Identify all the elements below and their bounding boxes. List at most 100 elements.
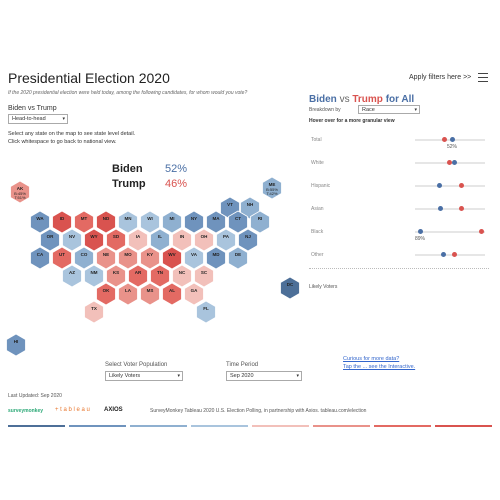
state-hex-co[interactable]: CO xyxy=(74,246,94,270)
state-hex-fl[interactable]: FL xyxy=(196,300,216,324)
time-dropdown[interactable]: Sep 2020 ▾ xyxy=(226,371,302,381)
state-hex-mt[interactable]: MT xyxy=(74,210,94,234)
trump-dot[interactable] xyxy=(459,206,464,211)
apply-filters-link[interactable]: Apply filters here >> xyxy=(409,74,472,81)
state-hex-ia[interactable]: IA xyxy=(128,228,148,252)
state-hex-nj[interactable]: NJ xyxy=(238,228,258,252)
state-abbr: UT xyxy=(59,252,65,257)
state-biden-pct: B:55% xyxy=(266,187,278,192)
state-abbr: SC xyxy=(201,270,208,275)
state-hex-ak[interactable]: AKB:45%T:51% xyxy=(10,180,30,204)
state-abbr: IN xyxy=(180,234,185,239)
state-hex-ok[interactable]: OK xyxy=(96,282,116,306)
state-hex-wv[interactable]: WV xyxy=(162,246,182,270)
state-hex-ny[interactable]: NY xyxy=(184,210,204,234)
state-hex-ga[interactable]: GA xyxy=(184,282,204,306)
more-data-link[interactable]: Curious for more data? xyxy=(343,356,400,362)
state-hex-md[interactable]: MD xyxy=(206,246,226,270)
stripe-segment xyxy=(8,425,65,427)
state-hex-de[interactable]: DE xyxy=(228,246,248,270)
state-biden-pct: B:45% xyxy=(14,191,26,196)
state-hex-tx[interactable]: TX xyxy=(84,300,104,324)
state-abbr: NE xyxy=(103,252,109,257)
state-hex-nm[interactable]: NM xyxy=(84,264,104,288)
matchup-dropdown[interactable]: Head-to-head ▾ xyxy=(8,114,68,124)
state-hex-ca[interactable]: CA xyxy=(30,246,50,270)
breakdown-title: Biden vs Trump for All xyxy=(309,94,414,105)
state-hex-ne[interactable]: NE xyxy=(96,246,116,270)
state-hex-va[interactable]: VA xyxy=(184,246,204,270)
filter-label: Biden vs Trump xyxy=(8,105,57,112)
state-hex-ut[interactable]: UT xyxy=(52,246,72,270)
voter-pop-dropdown[interactable]: Likely Voters ▾ xyxy=(105,371,183,381)
state-hex-ks[interactable]: KS xyxy=(106,264,126,288)
breakdown-row-label: Other xyxy=(311,252,324,258)
state-abbr: VA xyxy=(191,252,198,257)
state-hex-in[interactable]: IN xyxy=(172,228,192,252)
interactive-link[interactable]: Tap the ... see the Interactive. xyxy=(343,364,416,370)
state-hex-ar[interactable]: AR xyxy=(128,264,148,288)
state-hex-id[interactable]: ID xyxy=(52,210,72,234)
breakdown-dropdown[interactable]: Race ▾ xyxy=(358,105,420,114)
state-hex-wi[interactable]: WI xyxy=(140,210,160,234)
voter-pop-label: Select Voter Population xyxy=(105,362,168,368)
state-hex-sc[interactable]: SC xyxy=(194,264,214,288)
state-hex-ri[interactable]: RI xyxy=(250,210,270,234)
biden-row-pct: 89% xyxy=(415,236,426,242)
last-updated: Last Updated: Sep 2020 xyxy=(8,393,62,399)
state-abbr: NJ xyxy=(245,234,251,239)
biden-dot[interactable] xyxy=(452,160,457,165)
state-hex-la[interactable]: LA xyxy=(118,282,138,306)
state-hex-wy[interactable]: WY xyxy=(84,228,104,252)
state-trump-pct: T:51% xyxy=(14,195,26,200)
trump-dot[interactable] xyxy=(447,160,452,165)
state-abbr: ID xyxy=(60,216,65,221)
state-hex-ky[interactable]: KY xyxy=(140,246,160,270)
biden-dot[interactable] xyxy=(437,183,442,188)
state-hex-dc[interactable]: DC xyxy=(280,276,300,300)
state-hex-mi[interactable]: MI xyxy=(162,210,182,234)
biden-dot[interactable] xyxy=(450,137,455,142)
state-hex-az[interactable]: AZ xyxy=(62,264,82,288)
trump-dot[interactable] xyxy=(442,137,447,142)
state-hex-ms[interactable]: MS xyxy=(140,282,160,306)
state-hex-nd[interactable]: ND xyxy=(96,210,116,234)
biden-dot[interactable] xyxy=(441,252,446,257)
state-hex-al[interactable]: AL xyxy=(162,282,182,306)
title-biden: Biden xyxy=(309,94,337,105)
state-hex-me[interactable]: MEB:55%T:42% xyxy=(262,176,282,200)
biden-dot[interactable] xyxy=(438,206,443,211)
trump-dot[interactable] xyxy=(452,252,457,257)
state-hex-hi[interactable]: HI xyxy=(6,333,26,357)
state-abbr: MA xyxy=(213,216,221,221)
state-hex-nc[interactable]: NC xyxy=(172,264,192,288)
color-stripe xyxy=(8,425,492,428)
breakdown-row-label: Black xyxy=(311,229,324,235)
trump-dot[interactable] xyxy=(479,229,484,234)
breakdown-track xyxy=(415,185,485,187)
hex-map[interactable]: AKB:45%T:51% MEB:55%T:42% VT NH WA ID MT ND MN WI… xyxy=(0,170,300,370)
state-hex-pa[interactable]: PA xyxy=(216,228,236,252)
page-subtitle: If the 2020 presidential election were h… xyxy=(8,90,248,96)
state-hex-wa[interactable]: WA xyxy=(30,210,50,234)
state-hex-mo[interactable]: MO xyxy=(118,246,138,270)
state-abbr: NY xyxy=(191,216,197,221)
state-hex-sd[interactable]: SD xyxy=(106,228,126,252)
state-hex-ct[interactable]: CT xyxy=(228,210,248,234)
state-hex-il[interactable]: IL xyxy=(150,228,170,252)
state-abbr: NH xyxy=(247,202,254,207)
matchup-dropdown-value: Head-to-head xyxy=(12,116,46,122)
biden-dot[interactable] xyxy=(418,229,423,234)
state-abbr: IL xyxy=(158,234,162,239)
trump-dot[interactable] xyxy=(459,183,464,188)
state-abbr: TN xyxy=(157,270,163,275)
state-hex-tn[interactable]: TN xyxy=(150,264,170,288)
divider xyxy=(309,268,489,269)
menu-icon[interactable] xyxy=(478,73,488,85)
state-hex-or[interactable]: OR xyxy=(40,228,60,252)
state-hex-oh[interactable]: OH xyxy=(194,228,214,252)
state-hex-ma[interactable]: MA xyxy=(206,210,226,234)
trump-label: Trump xyxy=(112,178,146,190)
state-hex-mn[interactable]: MN xyxy=(118,210,138,234)
state-hex-nv[interactable]: NV xyxy=(62,228,82,252)
